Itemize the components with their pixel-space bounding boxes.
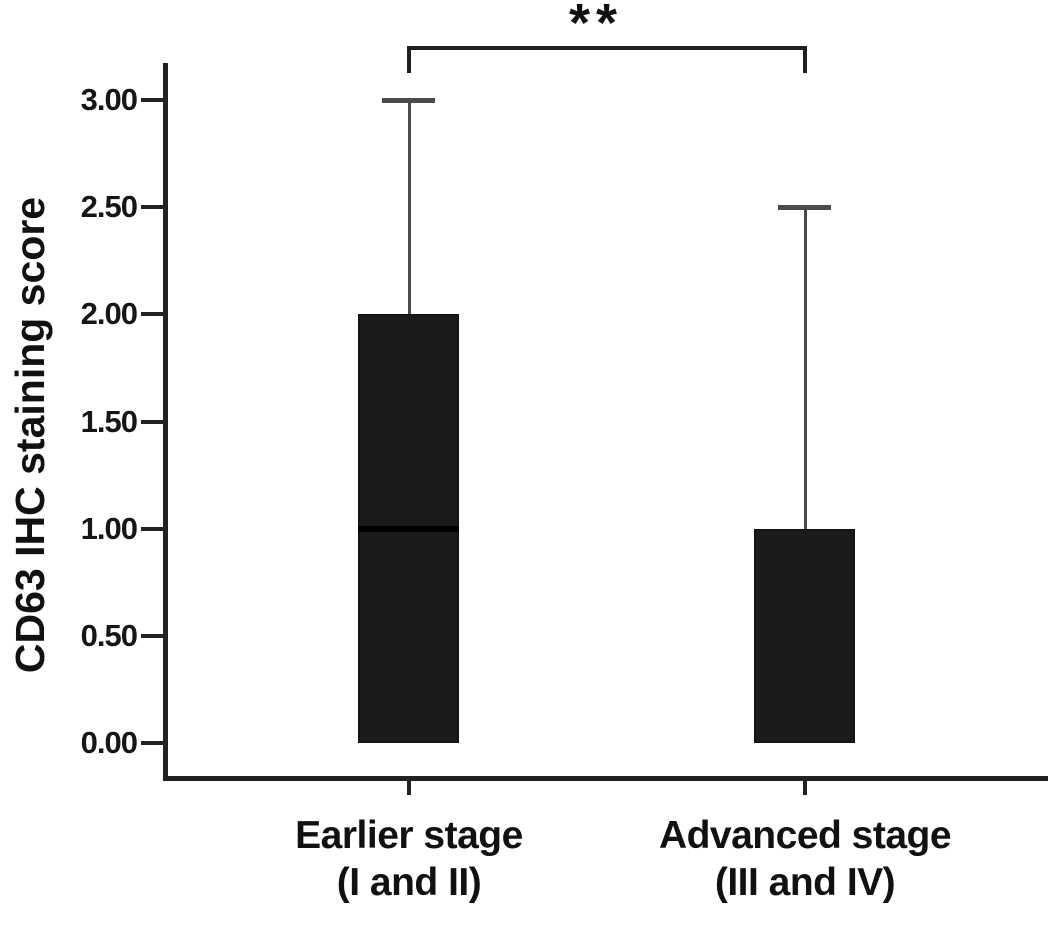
significance-stars: **	[568, 0, 624, 53]
x-category-label: Advanced stage (III and IV)	[585, 812, 1025, 906]
significance-bracket-left	[407, 46, 411, 73]
median-line	[358, 526, 459, 532]
y-tick-mark	[141, 741, 163, 745]
y-tick-mark	[141, 634, 163, 638]
x-category-label-line: (III and IV)	[714, 861, 896, 904]
upper-whisker-cap	[778, 205, 831, 210]
y-tick-label: 1.00	[80, 511, 138, 546]
upper-whisker-line	[804, 207, 807, 529]
y-tick-label: 0.50	[80, 618, 138, 653]
upper-whisker-line	[408, 100, 411, 314]
upper-whisker-cap	[382, 98, 435, 103]
x-tick-mark	[407, 780, 411, 795]
x-category-label-line: Advanced stage	[658, 814, 952, 857]
y-tick-label: 0.00	[80, 725, 138, 760]
y-tick-label: 1.50	[80, 404, 138, 439]
y-tick-mark	[141, 527, 163, 531]
y-axis-line	[163, 63, 168, 781]
x-category-label-line: (I and II)	[336, 861, 482, 904]
y-tick-label: 2.00	[80, 296, 138, 331]
significance-bracket-right	[803, 46, 807, 73]
significance-bracket-top	[407, 46, 807, 50]
y-tick-mark	[141, 420, 163, 424]
x-category-label-line: Earlier stage	[295, 814, 523, 857]
y-tick-mark	[141, 98, 163, 102]
y-tick-label: 2.50	[80, 189, 138, 224]
box-iqr	[754, 529, 855, 743]
x-axis-line	[163, 776, 1048, 781]
x-category-label: Earlier stage (I and II)	[189, 812, 629, 906]
x-tick-mark	[803, 780, 807, 795]
y-tick-mark	[141, 312, 163, 316]
y-tick-label: 3.00	[80, 82, 138, 117]
y-tick-mark	[141, 205, 163, 209]
